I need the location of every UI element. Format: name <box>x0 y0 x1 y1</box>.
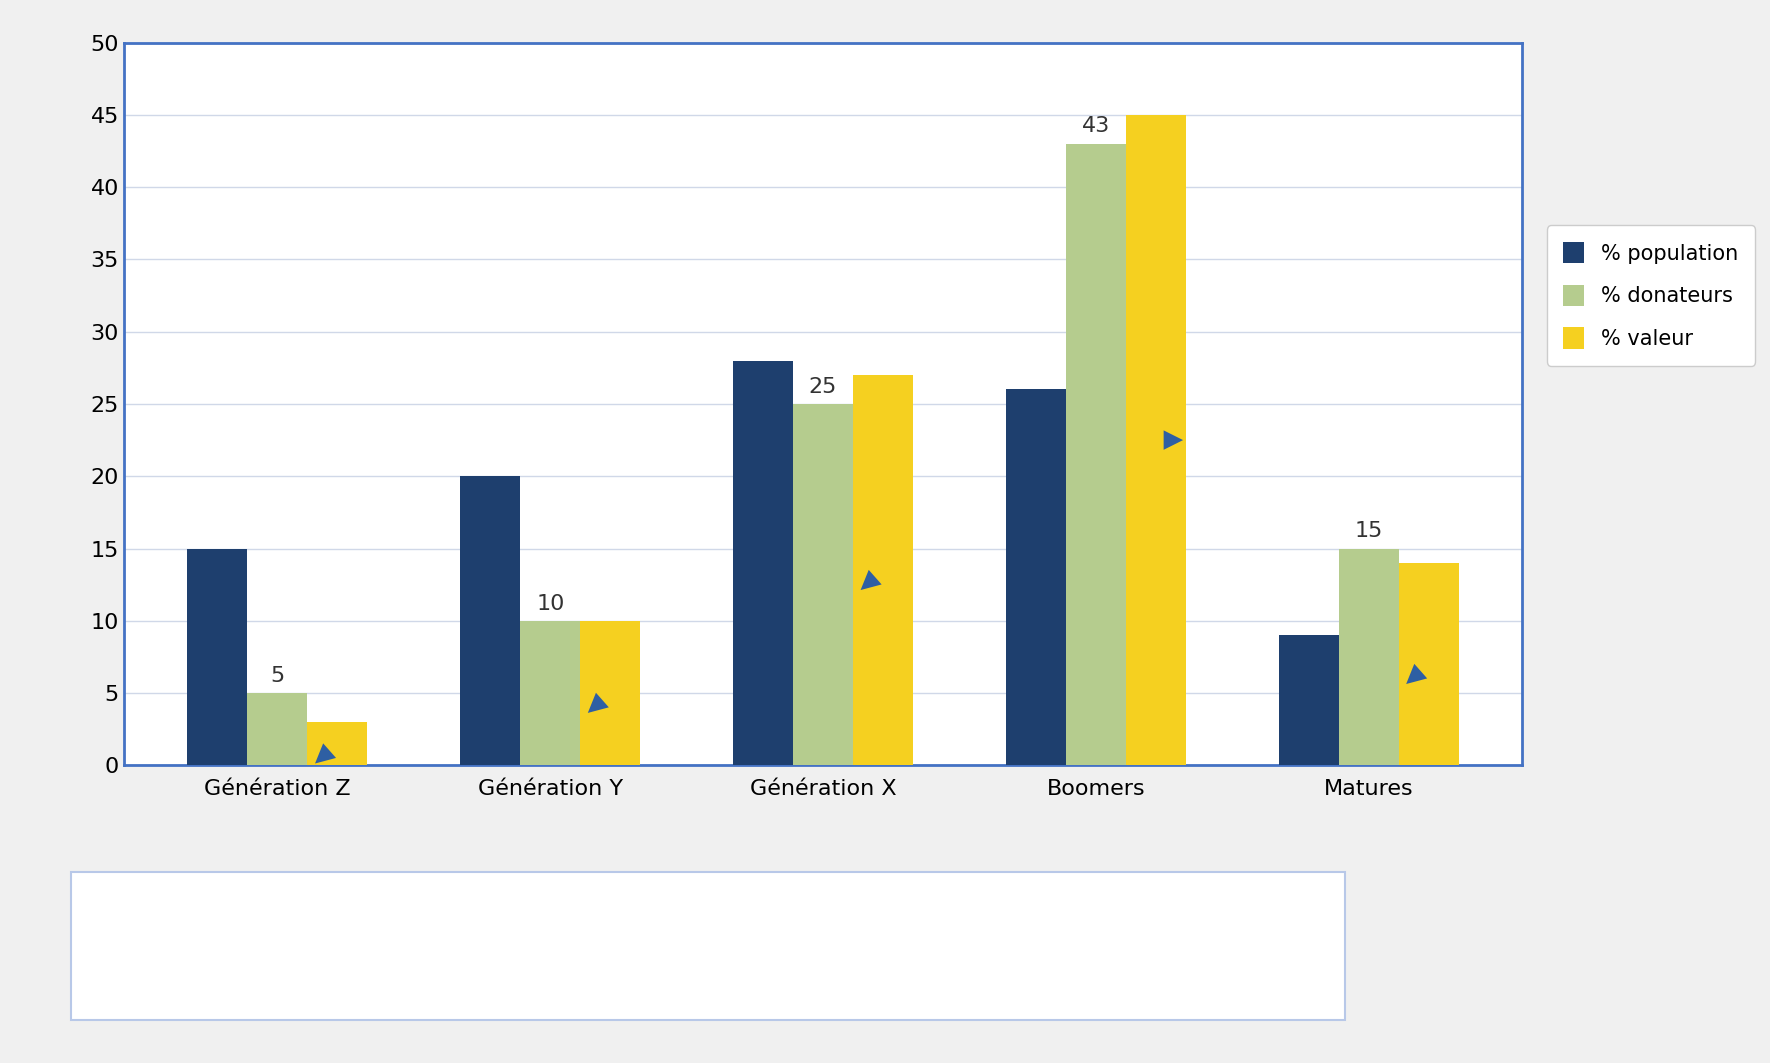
Bar <box>581 621 641 765</box>
Bar <box>1398 563 1458 765</box>
Text: 25: 25 <box>809 376 837 396</box>
Text: 43: 43 <box>1081 117 1110 136</box>
Bar <box>520 621 581 765</box>
Bar <box>188 549 248 765</box>
Text: Base : Population : 64,2M  Nombre de donateurs : 2,5M  Total des dons : 499M: Base : Population : 64,2M Nombre de dona… <box>106 941 871 960</box>
Bar <box>853 375 913 765</box>
Bar <box>1005 389 1066 765</box>
Text: Source : Panel du fundraising Oktos 2021-2022: Source : Panel du fundraising Oktos 2021… <box>106 898 566 917</box>
Text: 15: 15 <box>1354 521 1382 541</box>
Text: 10: 10 <box>536 593 565 613</box>
Bar <box>1066 144 1126 765</box>
Bar <box>793 404 853 765</box>
Legend: % population, % donateurs, % valeur: % population, % donateurs, % valeur <box>1547 225 1754 366</box>
Bar <box>1278 636 1338 765</box>
Bar <box>248 693 308 765</box>
Bar <box>1338 549 1398 765</box>
Bar <box>460 476 520 765</box>
Bar <box>1126 115 1186 765</box>
Bar <box>733 360 793 765</box>
Bar <box>308 722 368 765</box>
Text: 5: 5 <box>271 665 285 686</box>
